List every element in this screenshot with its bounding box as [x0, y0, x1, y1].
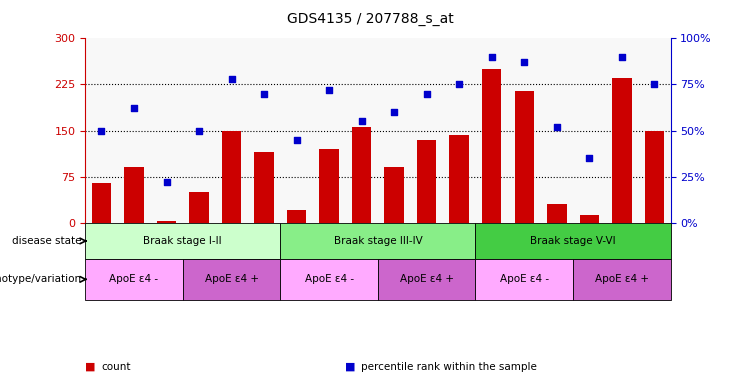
- Text: percentile rank within the sample: percentile rank within the sample: [361, 362, 536, 372]
- Bar: [547, 204, 567, 223]
- Point: [96, 127, 107, 134]
- Text: ApoE ε4 -: ApoE ε4 -: [110, 274, 159, 285]
- Text: Braak stage III-IV: Braak stage III-IV: [333, 236, 422, 246]
- Bar: [124, 167, 144, 223]
- Bar: [280, 259, 378, 300]
- Bar: [612, 78, 631, 223]
- Point: [193, 127, 205, 134]
- Point: [290, 137, 302, 143]
- Bar: [573, 259, 671, 300]
- Text: genotype/variation: genotype/variation: [0, 274, 82, 285]
- Bar: [92, 183, 111, 223]
- Point: [128, 105, 140, 111]
- Text: ApoE ε4 +: ApoE ε4 +: [399, 274, 453, 285]
- Point: [356, 118, 368, 124]
- Text: ApoE ε4 +: ApoE ε4 +: [205, 274, 259, 285]
- Text: GDS4135 / 207788_s_at: GDS4135 / 207788_s_at: [287, 12, 454, 25]
- Bar: [645, 131, 664, 223]
- Point: [551, 124, 562, 130]
- Text: disease state: disease state: [12, 236, 82, 246]
- Bar: [287, 210, 306, 223]
- Bar: [378, 259, 476, 300]
- Point: [486, 54, 498, 60]
- Text: Braak stage V-VI: Braak stage V-VI: [531, 236, 616, 246]
- Point: [421, 91, 433, 97]
- Text: ■: ■: [345, 362, 355, 372]
- Bar: [254, 152, 274, 223]
- Point: [258, 91, 270, 97]
- Bar: [222, 131, 242, 223]
- Point: [388, 109, 400, 115]
- Bar: [385, 167, 404, 223]
- Text: ApoE ε4 +: ApoE ε4 +: [595, 274, 649, 285]
- Text: Braak stage I-II: Braak stage I-II: [144, 236, 222, 246]
- Point: [616, 54, 628, 60]
- Point: [518, 59, 530, 65]
- Bar: [514, 91, 534, 223]
- Bar: [476, 259, 573, 300]
- Bar: [319, 149, 339, 223]
- Bar: [183, 259, 280, 300]
- Bar: [482, 69, 502, 223]
- Point: [453, 81, 465, 88]
- Bar: [476, 223, 671, 259]
- Text: ApoE ε4 -: ApoE ε4 -: [499, 274, 549, 285]
- Bar: [85, 223, 280, 259]
- Point: [161, 179, 173, 185]
- Bar: [450, 136, 469, 223]
- Text: count: count: [102, 362, 131, 372]
- Point: [583, 155, 595, 161]
- Point: [323, 87, 335, 93]
- Bar: [352, 127, 371, 223]
- Bar: [579, 215, 599, 223]
- Bar: [85, 259, 183, 300]
- Bar: [417, 140, 436, 223]
- Point: [648, 81, 660, 88]
- Text: ■: ■: [85, 362, 96, 372]
- Bar: [189, 192, 209, 223]
- Point: [225, 76, 237, 82]
- Bar: [280, 223, 476, 259]
- Text: ApoE ε4 -: ApoE ε4 -: [305, 274, 353, 285]
- Bar: [157, 221, 176, 223]
